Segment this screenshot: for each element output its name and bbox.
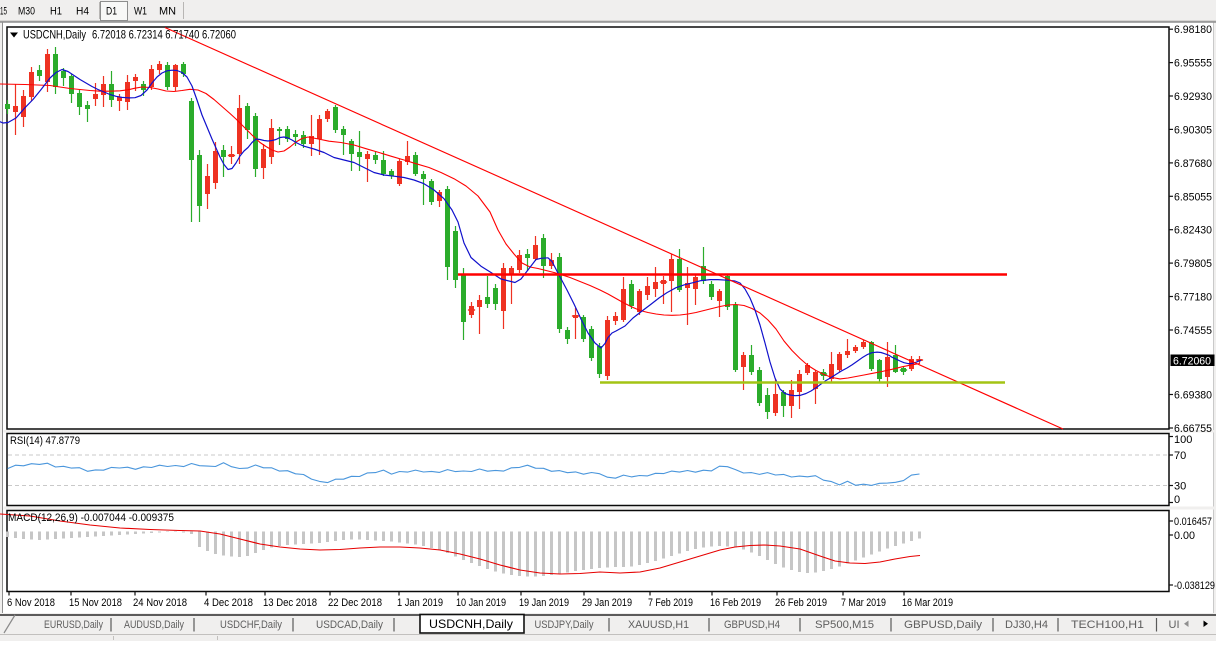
svg-text:0.016457: 0.016457 bbox=[1174, 516, 1212, 528]
svg-text:10 Jan 2019: 10 Jan 2019 bbox=[456, 597, 506, 609]
svg-text:USDCHF,Daily: USDCHF,Daily bbox=[220, 619, 282, 631]
svg-text:USDCNH,Daily: USDCNH,Daily bbox=[23, 28, 86, 42]
svg-text:0: 0 bbox=[1174, 494, 1180, 506]
svg-text:26 Feb 2019: 26 Feb 2019 bbox=[775, 597, 827, 609]
svg-text:EURUSD,Daily: EURUSD,Daily bbox=[44, 619, 103, 631]
svg-text:70: 70 bbox=[1174, 450, 1186, 462]
svg-text:H4: H4 bbox=[76, 6, 89, 18]
svg-text:H1: H1 bbox=[50, 6, 62, 18]
svg-text:M30: M30 bbox=[18, 6, 35, 18]
svg-text:6.92930: 6.92930 bbox=[1174, 91, 1212, 103]
svg-text:GBPUSD,H4: GBPUSD,H4 bbox=[724, 619, 780, 631]
svg-text:16 Feb 2019: 16 Feb 2019 bbox=[710, 597, 761, 609]
svg-text:6.69380: 6.69380 bbox=[1174, 390, 1212, 402]
svg-text:AUDUSD,Daily: AUDUSD,Daily bbox=[124, 619, 184, 631]
svg-text:6.87680: 6.87680 bbox=[1174, 158, 1212, 170]
svg-text:13 Dec 2018: 13 Dec 2018 bbox=[263, 597, 317, 609]
svg-text:16 Mar 2019: 16 Mar 2019 bbox=[902, 597, 953, 609]
svg-text:6.77180: 6.77180 bbox=[1174, 292, 1212, 304]
svg-text:USDCNH,Daily: USDCNH,Daily bbox=[429, 617, 513, 631]
svg-text:USDCAD,Daily: USDCAD,Daily bbox=[316, 619, 383, 631]
svg-text:6.98180: 6.98180 bbox=[1174, 24, 1212, 36]
svg-text:24 Nov 2018: 24 Nov 2018 bbox=[133, 597, 187, 609]
svg-text:6.95555: 6.95555 bbox=[1174, 58, 1212, 70]
svg-text:XAUUSD,H1: XAUUSD,H1 bbox=[628, 619, 689, 631]
svg-text:0.00: 0.00 bbox=[1174, 530, 1195, 542]
svg-text:RSI(14) 47.8779: RSI(14) 47.8779 bbox=[10, 435, 80, 447]
svg-text:7 Mar 2019: 7 Mar 2019 bbox=[841, 597, 886, 609]
svg-text:7 Feb 2019: 7 Feb 2019 bbox=[648, 597, 693, 609]
svg-text:15: 15 bbox=[0, 6, 7, 18]
svg-text:6.74555: 6.74555 bbox=[1174, 325, 1212, 337]
svg-text:W1: W1 bbox=[134, 6, 147, 18]
svg-text:6.90305: 6.90305 bbox=[1174, 124, 1212, 136]
svg-text:6.72018 6.72314 6.71740 6.7206: 6.72018 6.72314 6.71740 6.72060 bbox=[92, 28, 236, 42]
svg-text:GBPUSD,Daily: GBPUSD,Daily bbox=[904, 619, 983, 631]
svg-text:19 Jan 2019: 19 Jan 2019 bbox=[519, 597, 569, 609]
svg-text:15 Nov 2018: 15 Nov 2018 bbox=[69, 597, 122, 609]
svg-text:-0.038129: -0.038129 bbox=[1174, 580, 1215, 592]
svg-text:SP500,M15: SP500,M15 bbox=[815, 619, 874, 631]
svg-text:UI: UI bbox=[1169, 619, 1180, 631]
svg-text:DJ30,H4: DJ30,H4 bbox=[1005, 619, 1048, 631]
svg-text:TECH100,H1: TECH100,H1 bbox=[1071, 619, 1144, 631]
svg-text:22 Dec 2018: 22 Dec 2018 bbox=[328, 597, 382, 609]
svg-text:MACD(12,26,9) -0.007044 -0.009: MACD(12,26,9) -0.007044 -0.009375 bbox=[8, 512, 174, 524]
svg-text:6.72060: 6.72060 bbox=[1173, 355, 1211, 367]
svg-text:6.85055: 6.85055 bbox=[1174, 191, 1212, 203]
svg-text:1 Jan 2019: 1 Jan 2019 bbox=[397, 597, 443, 609]
svg-text:D1: D1 bbox=[106, 6, 117, 18]
svg-text:6.82430: 6.82430 bbox=[1174, 225, 1212, 237]
svg-text:100: 100 bbox=[1174, 434, 1192, 446]
svg-text:MN: MN bbox=[159, 6, 176, 18]
svg-text:6.66755: 6.66755 bbox=[1174, 423, 1212, 435]
svg-text:USDJPY,Daily: USDJPY,Daily bbox=[535, 619, 594, 631]
svg-text:6 Nov 2018: 6 Nov 2018 bbox=[7, 597, 55, 609]
svg-text:30: 30 bbox=[1174, 481, 1186, 493]
svg-text:4 Dec 2018: 4 Dec 2018 bbox=[204, 597, 253, 609]
svg-text:6.79805: 6.79805 bbox=[1174, 258, 1212, 270]
svg-text:29 Jan 2019: 29 Jan 2019 bbox=[582, 597, 632, 609]
